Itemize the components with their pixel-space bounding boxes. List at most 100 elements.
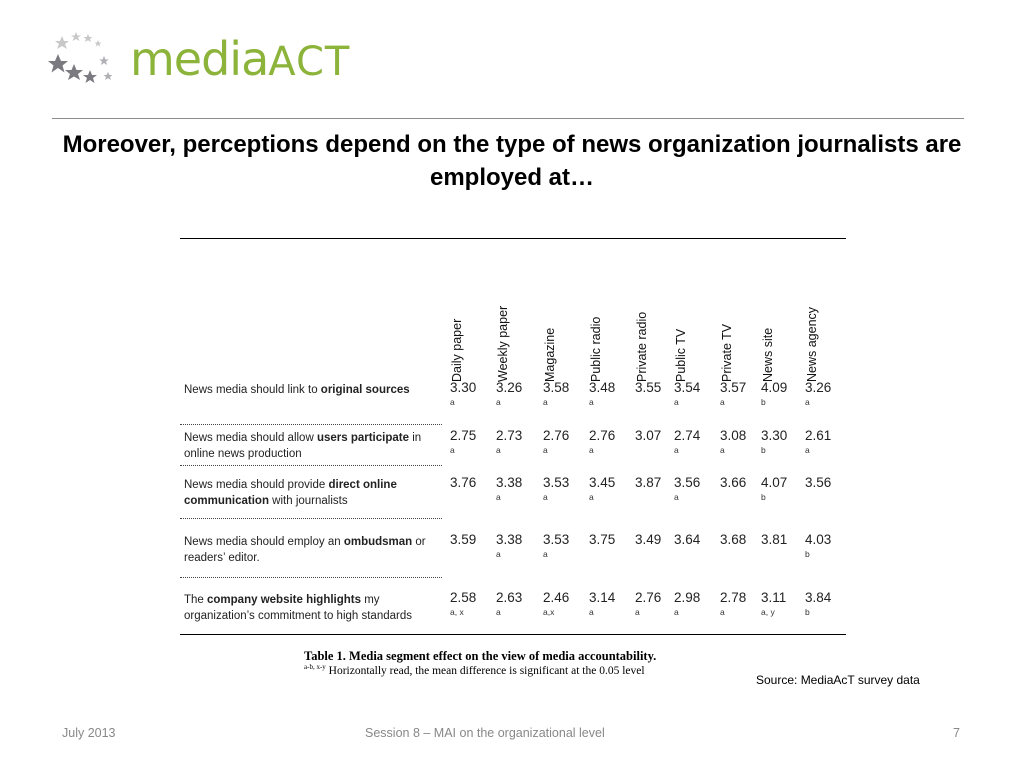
- cell-significance: b: [761, 492, 766, 502]
- cell-value: 2.46: [543, 590, 570, 605]
- table-cell: 3.59: [450, 532, 494, 548]
- cell-value: 3.64: [674, 532, 701, 547]
- table-cell: 3.38 a: [496, 532, 540, 560]
- table-caption: Table 1. Media segment effect on the vie…: [304, 649, 657, 663]
- cell-significance: b: [805, 607, 810, 617]
- cell-significance: a: [543, 492, 548, 502]
- cell-value: 2.63: [496, 590, 523, 605]
- cell-significance: b: [761, 445, 766, 455]
- cell-value: 3.56: [805, 475, 832, 490]
- row-label: News media should employ an ombudsman or…: [184, 534, 446, 566]
- cell-significance: a: [720, 607, 725, 617]
- cell-value: 3.30: [761, 428, 788, 443]
- cell-value: 3.07: [635, 428, 662, 443]
- cell-significance: a: [589, 445, 594, 455]
- cell-significance: a: [496, 397, 501, 407]
- table-cell: 3.53 a: [543, 475, 587, 503]
- cell-significance: a, y: [761, 607, 775, 617]
- cell-value: 3.57: [720, 380, 747, 395]
- cell-value: 3.38: [496, 475, 523, 490]
- column-header: Private TV: [720, 323, 734, 382]
- cell-significance: a: [543, 397, 548, 407]
- cell-value: 2.75: [450, 428, 477, 443]
- cell-value: 2.78: [720, 590, 747, 605]
- mediaact-logo: mediaACT: [48, 26, 448, 96]
- row-separator: [180, 465, 442, 466]
- cell-value: 3.66: [720, 475, 747, 490]
- cell-value: 3.53: [543, 475, 570, 490]
- cell-significance: a: [496, 492, 501, 502]
- cell-significance: a: [674, 397, 679, 407]
- row-label-text: with journalists: [268, 495, 348, 507]
- column-header: Public radio: [589, 316, 603, 382]
- column-header: Private radio: [635, 311, 649, 382]
- header-rule: [52, 118, 964, 119]
- cell-value: 3.68: [720, 532, 747, 547]
- cell-significance: a: [589, 397, 594, 407]
- table-cell: 2.73 a: [496, 428, 540, 456]
- table-cell: 2.61 a: [805, 428, 849, 456]
- table-cell: 3.66: [720, 475, 764, 491]
- table-cell: 3.57 a: [720, 380, 764, 408]
- table-cell: 3.49: [635, 532, 679, 548]
- row-label-text: News media should employ an: [184, 536, 344, 548]
- cell-value: 3.48: [589, 380, 616, 395]
- cell-value: 2.74: [674, 428, 701, 443]
- row-label-emphasis: direct online communication: [184, 479, 397, 507]
- note-superscript: a-b, x-y: [304, 663, 326, 671]
- cell-significance: a: [635, 607, 640, 617]
- table-cell: 3.64: [674, 532, 718, 548]
- cell-significance: a: [496, 607, 501, 617]
- table-cell: 2.76 a: [635, 590, 679, 618]
- table-cell: 3.68: [720, 532, 764, 548]
- row-separator: [180, 424, 442, 425]
- column-header: Daily paper: [450, 318, 464, 382]
- row-label-emphasis: users participate: [316, 432, 409, 444]
- table-cell: 2.78 a: [720, 590, 764, 618]
- table-cell: 2.76 a: [589, 428, 633, 456]
- table-cell: 3.30 a: [450, 380, 494, 408]
- footer-session: Session 8 – MAI on the organizational le…: [365, 726, 605, 740]
- table-cell: 2.74 a: [674, 428, 718, 456]
- table-cell: 3.38 a: [496, 475, 540, 503]
- cell-significance: b: [761, 397, 766, 407]
- column-header: Magazine: [543, 327, 557, 382]
- cell-value: 3.76: [450, 475, 477, 490]
- cell-significance: a: [674, 445, 679, 455]
- cell-value: 2.76: [589, 428, 616, 443]
- table-note: a-b, x-y Horizontally read, the mean dif…: [304, 663, 645, 677]
- cell-value: 3.75: [589, 532, 616, 547]
- cell-value: 2.58: [450, 590, 477, 605]
- cell-value: 3.59: [450, 532, 477, 547]
- row-label-emphasis: original sources: [320, 384, 410, 396]
- cell-value: 3.08: [720, 428, 747, 443]
- cell-value: 3.38: [496, 532, 523, 547]
- cell-value: 2.61: [805, 428, 832, 443]
- row-label-text: in online news production: [184, 432, 422, 460]
- column-header: Weekly paper: [496, 305, 510, 382]
- table-cell: 4.07 b: [761, 475, 805, 503]
- cell-value: 3.30: [450, 380, 477, 395]
- table-cell: 3.30 b: [761, 428, 805, 456]
- cell-value: 3.56: [674, 475, 701, 490]
- footer-date: July 2013: [62, 726, 116, 740]
- table-cell: 4.03 b: [805, 532, 849, 560]
- table-cell: 3.54 a: [674, 380, 718, 408]
- column-header: Public TV: [674, 328, 688, 382]
- footer-page-number: 7: [953, 726, 960, 740]
- table-cell: 3.07: [635, 428, 679, 444]
- cell-value: 3.58: [543, 380, 570, 395]
- cell-significance: a,x: [543, 607, 555, 617]
- cell-value: 3.26: [496, 380, 523, 395]
- table-cell: 3.75: [589, 532, 633, 548]
- cell-significance: a: [589, 492, 594, 502]
- table-cell: 3.81: [761, 532, 805, 548]
- row-label: News media should link to original sourc…: [184, 382, 446, 398]
- cell-value: 4.07: [761, 475, 788, 490]
- table-cell: 2.63 a: [496, 590, 540, 618]
- table-top-rule: [180, 238, 846, 239]
- cell-significance: a: [674, 492, 679, 502]
- stars-icon: [48, 32, 113, 83]
- table-cell: 2.98 a: [674, 590, 718, 618]
- cell-value: 3.87: [635, 475, 662, 490]
